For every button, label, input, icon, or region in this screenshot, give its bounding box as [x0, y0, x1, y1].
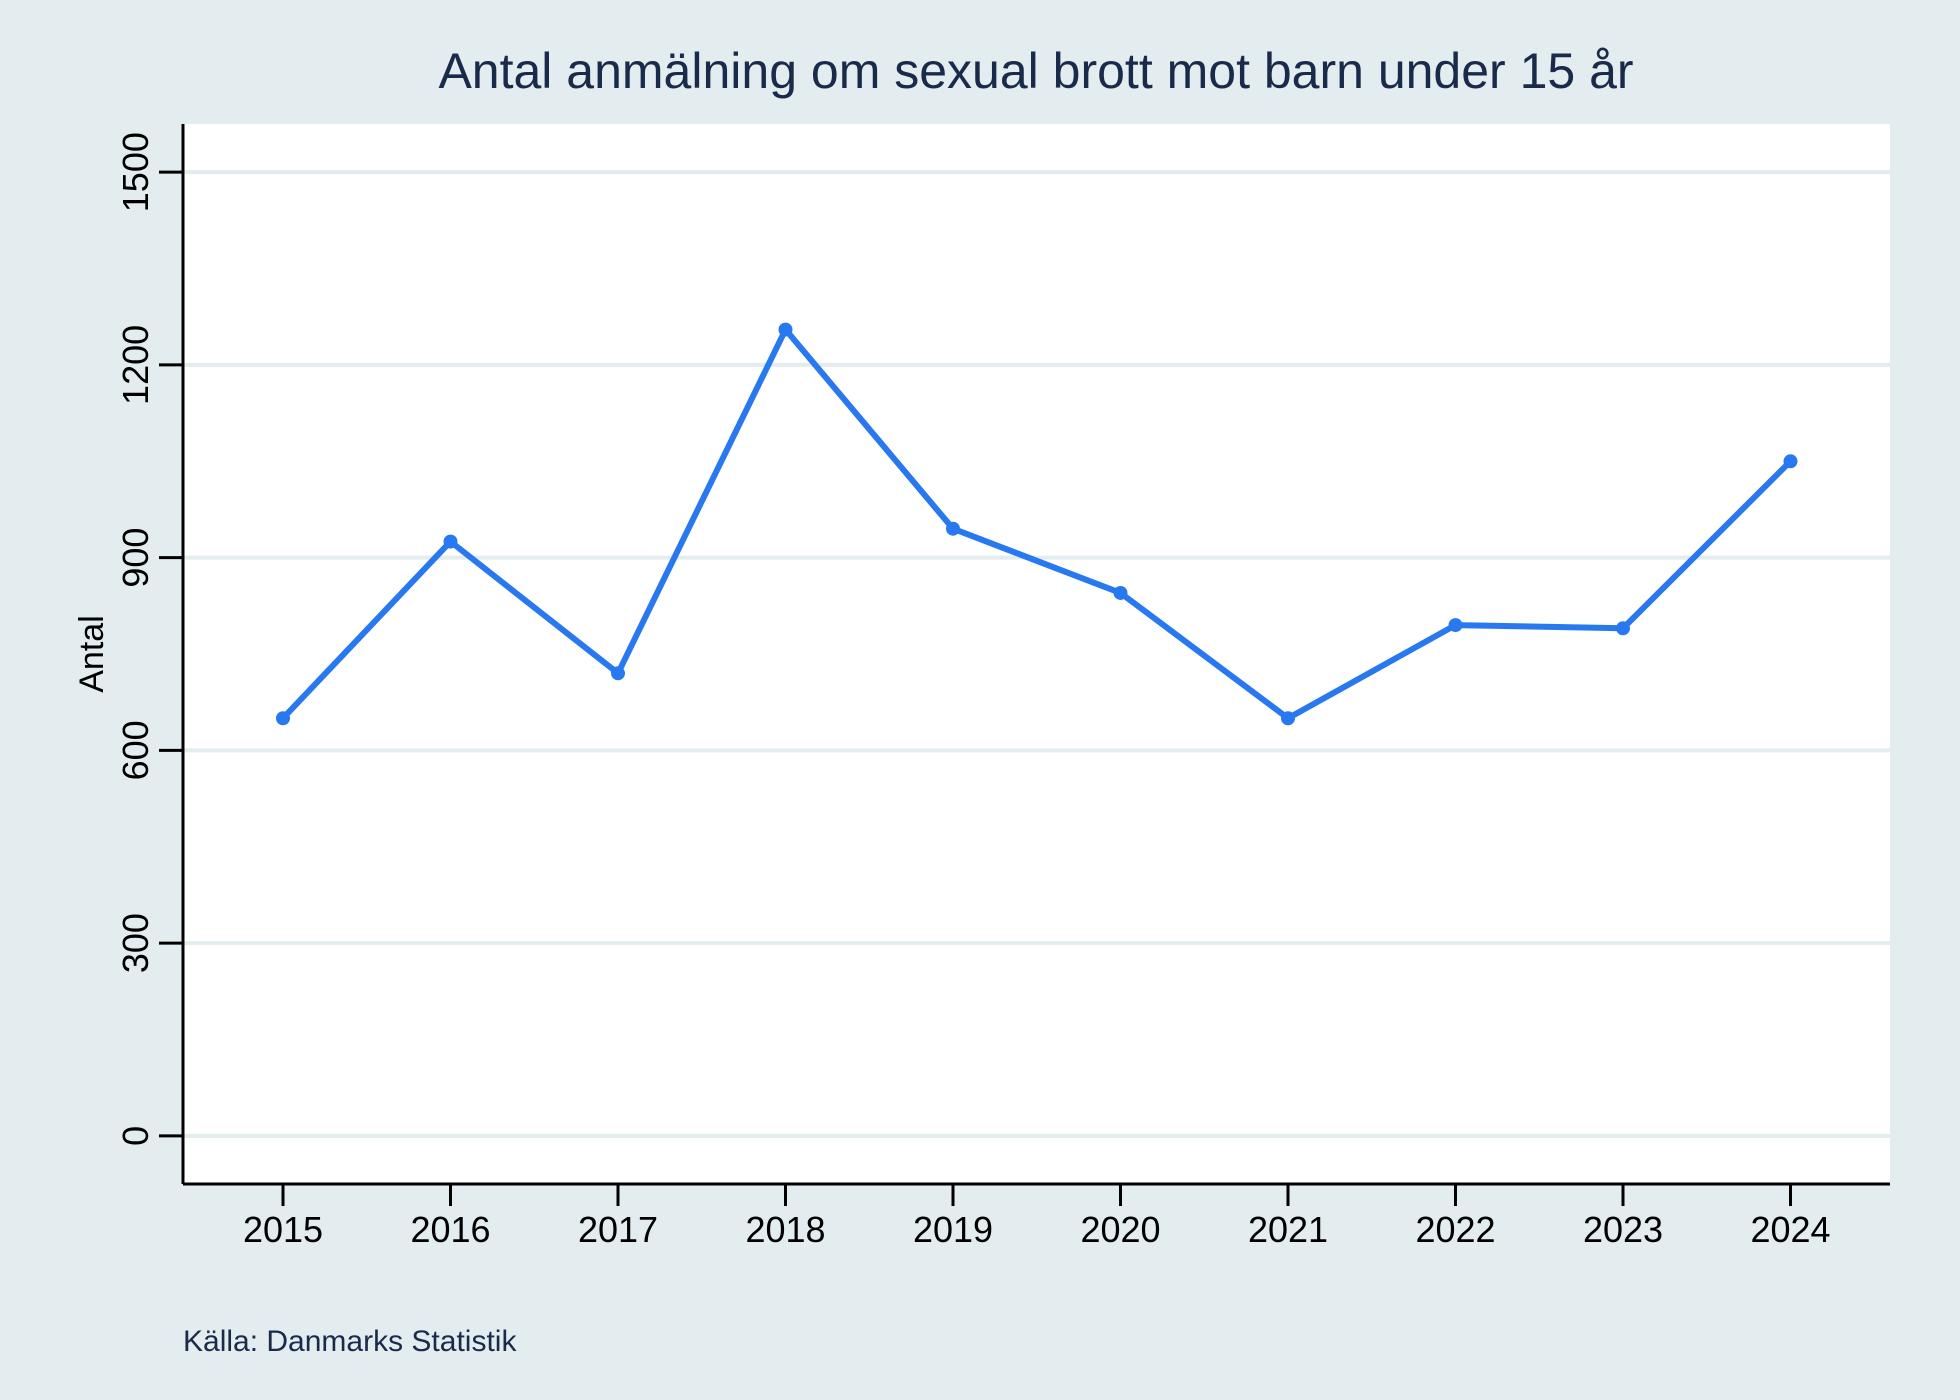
- series-line-group: [280, 326, 1794, 722]
- y-tick-label: 0: [115, 1126, 156, 1146]
- x-ticks: 2015 2016 2017 2018 2019 2020 2021 2022 2023 2024: [243, 1184, 1831, 1250]
- y-tick-label: 1500: [115, 132, 156, 212]
- y-axis-title: Antal: [73, 615, 111, 693]
- x-tick-label: 2024: [1750, 1209, 1830, 1250]
- y-tick-label: 1200: [115, 325, 156, 405]
- plot-area: [183, 124, 1890, 1184]
- data-point: [1448, 618, 1463, 633]
- x-tick-label: 2021: [1248, 1209, 1328, 1250]
- data-point: [1616, 621, 1630, 636]
- data-point: [611, 666, 625, 681]
- data-point: [1281, 711, 1295, 726]
- x-tick-label: 2019: [913, 1209, 993, 1250]
- y-tick-label: 600: [115, 720, 156, 780]
- x-tick-label: 2018: [745, 1209, 825, 1250]
- data-points: [276, 322, 1798, 726]
- data-point: [778, 322, 793, 337]
- data-point: [1113, 585, 1128, 600]
- x-tick-label: 2022: [1415, 1209, 1495, 1250]
- data-point: [946, 521, 960, 536]
- data-point: [276, 711, 290, 726]
- y-tick-label: 900: [115, 528, 156, 588]
- x-tick-label: 2017: [578, 1209, 658, 1250]
- y-ticks: 0 300 600 900 1200 1500: [115, 132, 183, 1146]
- data-point: [443, 534, 458, 549]
- y-tick-label: 300: [115, 913, 156, 973]
- x-tick-label: 2015: [243, 1209, 323, 1250]
- chart-title: Antal anmälning om sexual brott mot barn…: [438, 43, 1633, 99]
- series-line: [280, 326, 1794, 722]
- source-note: Källa: Danmarks Statistik: [183, 1325, 517, 1358]
- x-tick-label: 2023: [1583, 1209, 1663, 1250]
- x-tick-label: 2020: [1080, 1209, 1160, 1250]
- data-point: [1783, 454, 1798, 469]
- x-tick-label: 2016: [410, 1209, 490, 1250]
